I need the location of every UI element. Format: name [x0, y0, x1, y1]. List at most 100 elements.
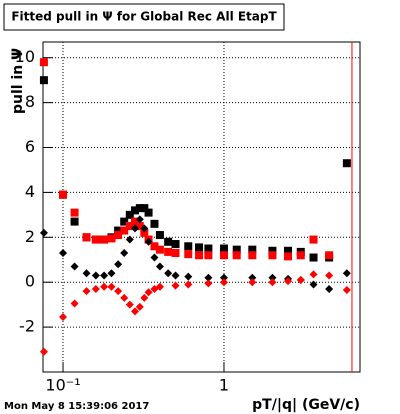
square-marker [82, 233, 91, 242]
diamond-marker [135, 215, 144, 224]
square-marker [155, 231, 164, 240]
diamond-marker [82, 287, 91, 296]
square-marker [232, 251, 241, 260]
square-marker [135, 222, 144, 231]
diamond-marker [284, 277, 293, 286]
diamond-marker [39, 228, 48, 237]
chart-title: Fitted pull in Ψ for Global Rec All Etap… [11, 10, 277, 24]
diamond-marker [309, 280, 318, 289]
diamond-marker [91, 271, 100, 280]
diamond-marker [184, 280, 193, 289]
square-marker [120, 217, 129, 226]
diamond-marker [150, 253, 159, 262]
y-tick-label: 6 [25, 137, 35, 156]
diamond-marker [144, 288, 153, 297]
diamond-marker [144, 237, 153, 246]
diamond-marker [184, 272, 193, 281]
square-marker [296, 251, 305, 260]
y-tick-label: 10 [15, 47, 35, 66]
y-axis-label: pull in Ψ [10, 48, 26, 114]
square-marker [100, 235, 109, 244]
square-marker [342, 159, 351, 168]
square-marker [39, 76, 48, 85]
x-tick-label: 1 [219, 376, 229, 395]
y-tick-label: 8 [25, 92, 35, 111]
square-marker [164, 237, 173, 246]
diamond-marker [59, 249, 68, 258]
square-marker [284, 252, 293, 261]
square-marker [120, 226, 129, 235]
diamond-marker [39, 347, 48, 356]
square-marker [150, 242, 159, 251]
diamond-marker [204, 279, 213, 288]
square-marker [130, 217, 139, 226]
square-marker [268, 251, 277, 260]
square-marker [125, 222, 134, 231]
square-marker [140, 204, 149, 213]
diamond-marker [114, 260, 123, 269]
diamond-marker [70, 262, 79, 271]
diamond-marker [82, 269, 91, 278]
square-marker [219, 244, 228, 253]
diamond-marker [204, 273, 213, 282]
diamond-marker [342, 269, 351, 278]
square-marker [268, 246, 277, 255]
square-marker [155, 245, 164, 254]
x-tick-label: 10⁻¹ [45, 376, 80, 395]
square-marker [114, 231, 123, 240]
title-box [3, 3, 285, 31]
diamond-marker [107, 269, 116, 278]
square-marker [135, 204, 144, 213]
diamond-marker [309, 270, 318, 279]
square-marker [184, 250, 193, 259]
square-marker [309, 253, 318, 262]
diamond-marker [125, 235, 134, 244]
diamond-marker [325, 271, 334, 280]
square-marker [70, 217, 79, 226]
square-marker [184, 242, 193, 251]
square-marker [150, 219, 159, 228]
square-marker [248, 251, 257, 260]
diamond-marker [100, 282, 109, 291]
diamond-marker [130, 307, 139, 316]
diamond-marker [248, 278, 257, 287]
diamond-marker [296, 275, 305, 284]
square-marker [107, 234, 116, 243]
diamond-marker [140, 224, 149, 233]
square-marker [70, 208, 79, 217]
square-marker [248, 245, 257, 254]
diamond-marker [164, 269, 173, 278]
diamond-marker [59, 313, 68, 321]
diamond-marker [155, 282, 164, 291]
diamond-marker [219, 273, 228, 282]
square-marker [204, 244, 213, 253]
diamond-marker [219, 278, 228, 287]
y-tick-label: 2 [25, 227, 35, 246]
square-marker [284, 246, 293, 255]
square-marker [144, 208, 153, 217]
diamond-marker [171, 281, 180, 290]
diamond-marker [120, 293, 129, 302]
square-marker [195, 251, 204, 260]
y-tick-label: 4 [25, 182, 35, 201]
square-marker [219, 251, 228, 260]
diamond-marker [171, 271, 180, 280]
square-marker [325, 251, 334, 260]
timestamp: Mon May 8 15:39:06 2017 [4, 401, 149, 412]
diamond-marker [268, 273, 277, 282]
square-marker [125, 210, 134, 219]
diamond-marker [125, 300, 134, 309]
square-marker [171, 249, 180, 258]
square-marker [59, 190, 68, 199]
square-marker [195, 243, 204, 252]
square-marker [171, 240, 180, 249]
square-marker [164, 247, 173, 256]
y-tick-label: 0 [25, 272, 35, 291]
plot-frame [42, 41, 361, 373]
square-marker [130, 206, 139, 215]
x-axis-label: pT/|q| (GeV/c) [252, 397, 360, 413]
square-marker [140, 228, 149, 237]
y-tick-label: -2 [19, 317, 35, 336]
diamond-marker [342, 286, 351, 295]
